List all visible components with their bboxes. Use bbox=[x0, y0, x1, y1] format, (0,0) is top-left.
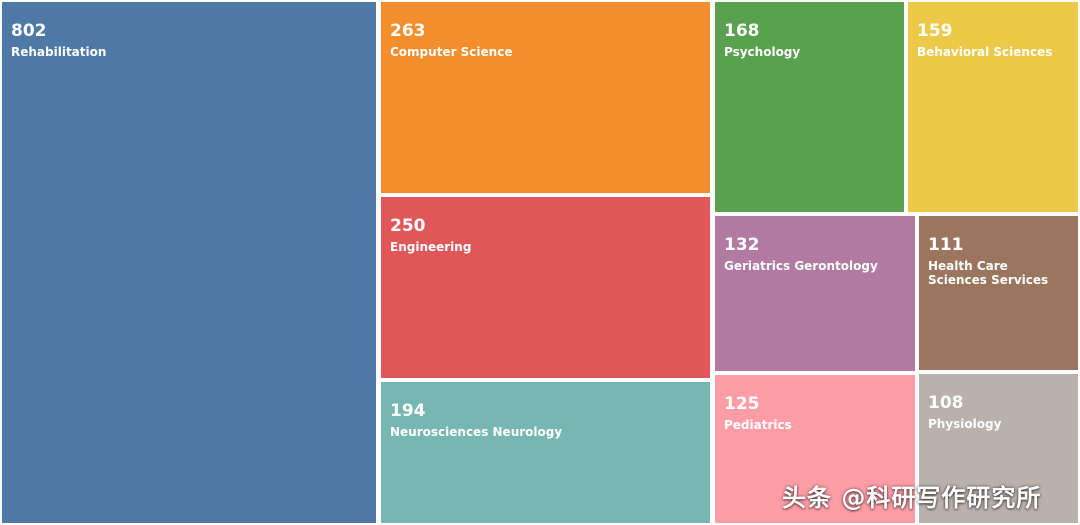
tile-value: 108 bbox=[928, 393, 964, 413]
treemap-tile-neurosciences-neurology: 194 Neurosciences Neurology bbox=[381, 382, 710, 523]
treemap-tile-geriatrics-gerontology: 132 Geriatrics Gerontology bbox=[715, 216, 915, 371]
tile-value: 194 bbox=[390, 401, 426, 421]
treemap-tile-health-care-sciences-services: 111 Health Care Sciences Services bbox=[919, 216, 1078, 370]
tile-value: 250 bbox=[390, 216, 426, 236]
tile-label: Health Care Sciences Services bbox=[928, 259, 1049, 287]
tile-label: Neurosciences Neurology bbox=[390, 425, 563, 439]
watermark-text: 头条 @科研写作研究所 bbox=[782, 484, 1042, 512]
tile-value: 132 bbox=[724, 235, 760, 255]
treemap-tile-pediatrics: 125 Pediatrics bbox=[715, 375, 915, 523]
tile-label: Behavioral Sciences bbox=[917, 45, 1053, 59]
treemap-tile-computer-science: 263 Computer Science bbox=[381, 2, 710, 193]
tile-label: Rehabilitation bbox=[11, 45, 107, 59]
tile-value: 159 bbox=[917, 21, 953, 41]
treemap-tile-engineering: 250 Engineering bbox=[381, 197, 710, 378]
tile-label: Computer Science bbox=[390, 45, 513, 59]
tile-label: Psychology bbox=[724, 45, 801, 59]
treemap-tile-rehabilitation: 802 Rehabilitation bbox=[2, 2, 376, 523]
tile-label: Engineering bbox=[390, 240, 472, 254]
tile-label: Physiology bbox=[928, 417, 1002, 431]
tile-value: 263 bbox=[390, 21, 426, 41]
treemap-tile-psychology: 168 Psychology bbox=[715, 2, 904, 212]
treemap-tile-physiology: 108 Physiology bbox=[919, 374, 1078, 523]
tile-value: 125 bbox=[724, 394, 760, 414]
tile-label: Geriatrics Gerontology bbox=[724, 259, 878, 273]
tile-label: Pediatrics bbox=[724, 418, 792, 432]
tile-value: 168 bbox=[724, 21, 760, 41]
tile-value: 802 bbox=[11, 21, 47, 41]
tile-value: 111 bbox=[928, 235, 964, 255]
treemap-tile-behavioral-sciences: 159 Behavioral Sciences bbox=[908, 2, 1078, 212]
